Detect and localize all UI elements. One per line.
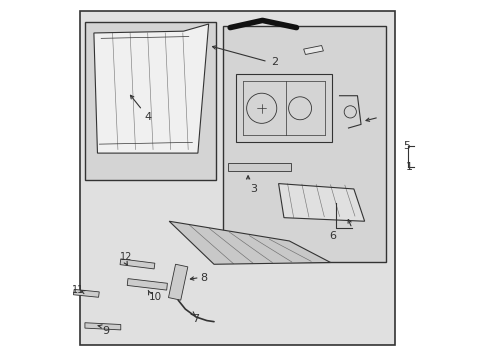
Polygon shape <box>168 264 187 300</box>
Text: 6: 6 <box>328 231 335 240</box>
Polygon shape <box>278 184 364 221</box>
Text: 8: 8 <box>201 273 207 283</box>
Text: 2: 2 <box>271 57 278 67</box>
Text: 10: 10 <box>148 292 161 302</box>
Polygon shape <box>228 163 290 171</box>
Polygon shape <box>120 259 155 269</box>
Text: 7: 7 <box>192 314 199 324</box>
Text: 1: 1 <box>405 162 411 172</box>
Bar <box>85 22 215 180</box>
Text: 9: 9 <box>102 326 109 336</box>
Polygon shape <box>127 279 167 290</box>
Bar <box>223 26 386 262</box>
Polygon shape <box>94 24 208 153</box>
Bar <box>80 12 394 345</box>
Polygon shape <box>73 289 99 297</box>
Text: 12: 12 <box>120 252 133 262</box>
Text: 3: 3 <box>249 184 256 194</box>
Text: 11: 11 <box>72 285 84 295</box>
Text: 5: 5 <box>402 141 409 151</box>
Text: 4: 4 <box>144 112 151 122</box>
Polygon shape <box>169 221 330 264</box>
Polygon shape <box>303 45 323 54</box>
Polygon shape <box>85 323 121 330</box>
